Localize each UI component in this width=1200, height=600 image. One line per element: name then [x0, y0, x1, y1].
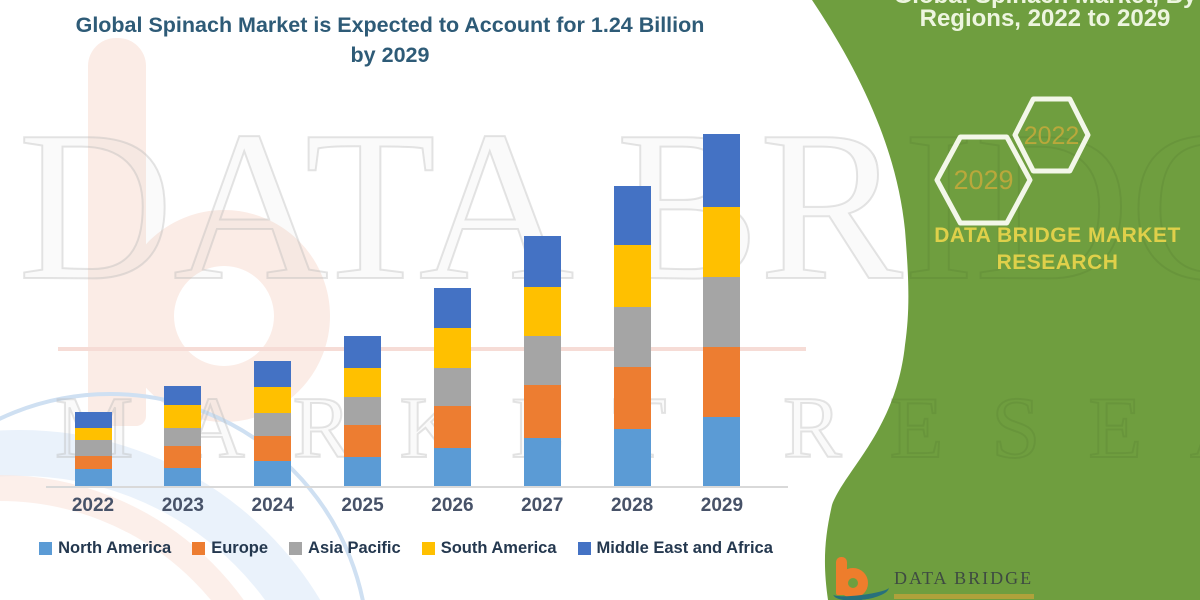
legend-swatch-icon — [39, 542, 53, 555]
x-tick-label-2029: 2029 — [700, 495, 744, 516]
x-tick-label-2026: 2026 — [431, 495, 474, 516]
legend-label: South America — [440, 539, 557, 557]
bar-segment-2023-asia-pacific — [164, 428, 202, 447]
bar-segment-2025-north-america — [344, 457, 382, 487]
bar-segment-2029-south-america — [703, 206, 741, 278]
bar-segment-2024-asia-pacific — [254, 412, 292, 436]
bar-segment-2023-north-america — [164, 467, 202, 487]
bar-segment-2023-middle-east-and-africa — [164, 386, 202, 406]
x-tick-label-2024: 2024 — [251, 495, 294, 516]
bar-segment-2029-middle-east-and-africa — [703, 133, 741, 207]
hexagon-2022 — [1012, 96, 1091, 174]
hexagon-2029-label: 2029 — [953, 165, 1013, 195]
x-axis-line — [46, 486, 788, 488]
x-tick-label-2025: 2025 — [341, 495, 384, 516]
bar-segment-2027-europe — [523, 385, 561, 439]
legend-swatch-icon — [289, 542, 303, 555]
plot-area — [74, 133, 741, 487]
bar-segment-2022-north-america — [74, 469, 112, 487]
stacked-bar-2023 — [164, 386, 202, 487]
bar-segment-2026-south-america — [433, 327, 471, 368]
legend-item-middle-east-and-africa: Middle East and Africa — [577, 539, 773, 558]
bar-segment-2022-asia-pacific — [74, 440, 112, 456]
logo-b-bowl-icon — [838, 568, 868, 598]
bar-segment-2026-middle-east-and-africa — [433, 287, 471, 328]
legend-label: North America — [58, 539, 172, 557]
panel-brand-line2: RESEARCH — [996, 251, 1119, 274]
legend-item-asia-pacific: Asia Pacific — [289, 539, 401, 558]
legend-swatch-icon — [192, 542, 206, 555]
legend-label: Europe — [211, 539, 269, 557]
legend-label: Asia Pacific — [308, 539, 401, 557]
databridge-logo: DATA BRIDGE — [832, 556, 1066, 600]
bar-segment-2027-north-america — [523, 438, 561, 487]
bar-segment-2027-middle-east-and-africa — [523, 235, 561, 288]
stacked-bar-2029 — [703, 133, 741, 487]
x-tick-label-2027: 2027 — [521, 495, 564, 516]
bar-segment-2029-europe — [703, 347, 741, 418]
bar-segment-2028-europe — [613, 366, 651, 429]
bar-segment-2025-south-america — [344, 367, 382, 398]
stacked-bar-2024 — [254, 361, 292, 487]
x-tick-label-2022: 2022 — [71, 495, 115, 516]
stacked-bar-2027 — [523, 235, 561, 487]
bar-segment-2028-south-america — [613, 245, 651, 307]
hexagon-2029 — [934, 134, 1033, 226]
stacked-bar-2028 — [613, 186, 651, 487]
chart-legend: North America Europe Asia Pacific South Ame… — [0, 539, 812, 558]
bar-segment-2023-south-america — [164, 405, 202, 429]
bar-segment-2024-south-america — [254, 387, 292, 413]
bar-segment-2025-middle-east-and-africa — [344, 335, 382, 368]
stacked-bar-2022 — [74, 412, 112, 487]
panel-heading: Regions, 2022 to 2029 — [919, 5, 1171, 32]
bar-segment-2022-europe — [74, 455, 112, 470]
bar-segment-2024-middle-east-and-africa — [254, 361, 292, 388]
hexagon-2022-label: 2022 — [1024, 122, 1080, 150]
legend-item-south-america: South America — [421, 539, 557, 558]
bar-segment-2029-north-america — [703, 417, 741, 487]
logo-underline-bar — [894, 594, 1034, 599]
bar-segment-2028-north-america — [613, 428, 651, 487]
legend-label: Middle East and Africa — [596, 539, 773, 557]
hexagon-badges: 2029 2022 — [934, 96, 1091, 226]
bar-segment-2026-north-america — [433, 447, 471, 487]
x-axis-labels: 2022 2023 2024 2025 2026 2027 2028 2029 — [0, 495, 810, 521]
bar-segment-2025-europe — [344, 425, 382, 458]
chart-title: Global Spinach Market is Expected to Acc… — [30, 10, 750, 70]
bar-segment-2024-europe — [254, 435, 292, 462]
bar-segment-2024-north-america — [254, 461, 292, 487]
panel-heading-clipped-line: Global Spinach Market, By — [880, 0, 1200, 10]
bar-segment-2028-asia-pacific — [613, 306, 651, 367]
legend-swatch-icon — [421, 542, 435, 555]
bar-segment-2027-south-america — [523, 287, 561, 337]
panel-brand-text: DATA BRIDGE MARKET RESEARCH — [930, 222, 1185, 276]
x-tick-label-2023: 2023 — [161, 495, 204, 516]
logo-wordmark: DATA BRIDGE — [894, 568, 1034, 588]
pink-horizontal-line — [58, 347, 806, 351]
bar-segment-2027-asia-pacific — [523, 336, 561, 386]
stacked-bar-2025 — [344, 335, 382, 487]
bar-segment-2026-asia-pacific — [433, 367, 471, 406]
legend-item-north-america: North America — [39, 539, 171, 558]
bar-segment-2022-middle-east-and-africa — [74, 412, 112, 429]
bar-segment-2028-middle-east-and-africa — [613, 186, 651, 246]
chart-title-line2: by 2029 — [350, 43, 430, 67]
bar-segment-2026-europe — [433, 405, 471, 448]
chart-title-line1: Global Spinach Market is Expected to Acc… — [75, 13, 705, 37]
bar-segment-2025-asia-pacific — [344, 397, 382, 425]
stacked-bar-2026 — [433, 287, 471, 487]
legend-item-europe: Europe — [192, 539, 268, 558]
bar-segment-2029-asia-pacific — [703, 277, 741, 348]
x-tick-label-2028: 2028 — [610, 495, 654, 516]
bar-segment-2022-south-america — [74, 428, 112, 441]
legend-swatch-icon — [577, 542, 591, 555]
bar-segment-2023-europe — [164, 446, 202, 468]
panel-brand-line1: DATA BRIDGE MARKET — [934, 224, 1181, 247]
